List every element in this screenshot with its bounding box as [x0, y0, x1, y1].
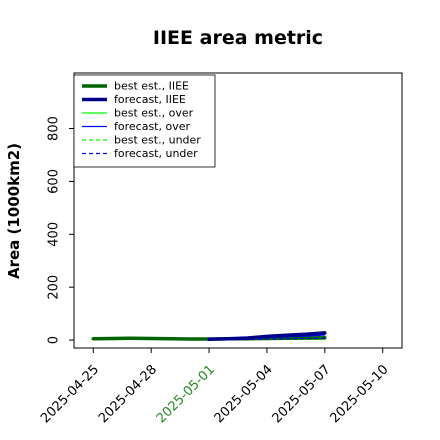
legend-label-1: best est., IIEE: [114, 80, 189, 93]
y-tick-label: 200: [47, 275, 62, 300]
y-tick-label: 600: [47, 169, 62, 194]
legend-label-5: best est., under: [114, 134, 201, 147]
y-axis-label: Area (1000km2): [5, 143, 23, 279]
y-tick-label: 0: [47, 336, 62, 344]
series-layer: [91, 331, 327, 342]
y-tick-label: 400: [47, 222, 62, 247]
legend-label-2: forecast, IIEE: [114, 93, 186, 106]
series-line-2: [207, 331, 327, 342]
legend-frame: [73, 74, 216, 168]
legend-label-3: best est., over: [114, 107, 194, 120]
chart-title: IIEE area metric: [153, 27, 323, 49]
y-tick-label: 800: [47, 116, 62, 141]
plot-frame: [73, 72, 403, 349]
legend-label-4: forecast, over: [114, 120, 190, 133]
series-line-6: [209, 337, 325, 341]
y-tick-group: 0 200 400 600 800: [47, 116, 74, 344]
legend-label-6: forecast, under: [114, 147, 198, 160]
